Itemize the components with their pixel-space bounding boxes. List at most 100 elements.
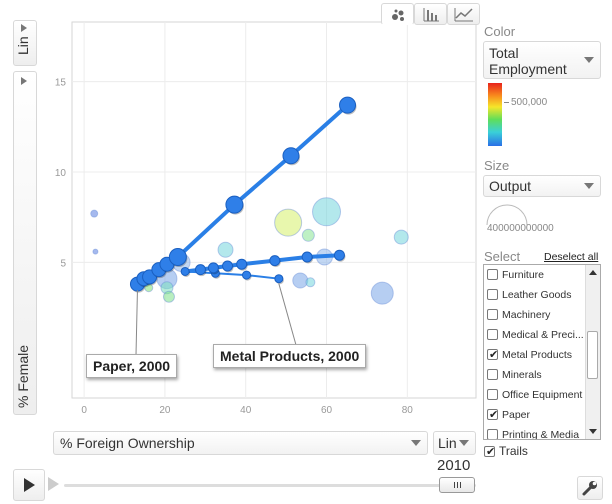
select-item-label: Paper (502, 409, 531, 421)
year-display: 2010 (437, 457, 471, 474)
annotation-paper[interactable]: Paper, 2000 (86, 354, 178, 378)
legend-tick (504, 102, 509, 103)
select-item-checkbox[interactable] (487, 369, 498, 380)
select-item[interactable]: Furniture (484, 266, 587, 286)
x-tick-label: 0 (81, 405, 87, 416)
size-legend-value: 400000000000 (487, 223, 554, 234)
bubble[interactable] (92, 248, 99, 255)
bubble[interactable] (305, 277, 316, 288)
select-item-label: Leather Goods (502, 289, 572, 301)
y-scale-label: Lin (15, 36, 31, 55)
trail-point[interactable] (242, 270, 252, 280)
select-item-checkbox[interactable]: ✔ (487, 349, 499, 361)
select-item[interactable]: ✔ Paper (484, 406, 587, 426)
line-view-tab[interactable] (447, 3, 480, 25)
bubble[interactable] (217, 241, 234, 258)
wrench-icon (582, 481, 597, 496)
select-item[interactable]: Leather Goods (484, 286, 587, 306)
trail-point[interactable] (207, 262, 219, 274)
select-title: Select (484, 249, 521, 264)
bubble[interactable] (162, 290, 175, 303)
trail-point[interactable] (222, 260, 234, 272)
settings-button[interactable] (577, 476, 603, 500)
deselect-all-link[interactable]: Deselect all (544, 251, 599, 263)
x-metric-label: % Foreign Ownership (60, 435, 195, 451)
trail-point[interactable] (301, 251, 313, 263)
size-selected-label: Output (489, 178, 532, 194)
bubble[interactable] (370, 281, 394, 305)
select-item[interactable]: ✔ Metal Products (484, 346, 587, 366)
bubble[interactable] (274, 208, 303, 237)
x-tick-label: 80 (402, 405, 414, 416)
trail-point[interactable] (168, 248, 187, 266)
x-scale-label: Lin (438, 435, 457, 451)
select-item-checkbox[interactable] (487, 269, 498, 280)
bubble[interactable] (393, 229, 409, 245)
select-item[interactable]: Machinery (484, 306, 587, 326)
time-slider-thumb[interactable] (439, 477, 475, 493)
x-metric-dropdown[interactable]: % Foreign Ownership (53, 431, 428, 455)
x-tick-label: 20 (159, 405, 171, 416)
scroll-up-icon[interactable] (589, 270, 597, 275)
select-item-label: Minerals (502, 369, 542, 381)
select-item-label: Metal Products (502, 349, 573, 361)
select-item-checkbox[interactable] (487, 289, 498, 300)
chevron-down-icon (584, 183, 594, 189)
chevron-down-icon (459, 440, 469, 446)
trail-point[interactable] (236, 258, 248, 270)
chevron-down-icon (584, 57, 594, 63)
x-scale-dropdown[interactable]: Lin (433, 431, 476, 455)
select-item-label: Office Equipment (502, 389, 583, 401)
select-item-checkbox[interactable] (487, 429, 498, 439)
bubble[interactable] (90, 209, 99, 218)
color-gradient-legend (488, 83, 502, 146)
select-list-scrollbar[interactable] (585, 265, 600, 439)
color-dropdown[interactable]: Total Employment (483, 41, 601, 79)
trail-point[interactable] (180, 266, 190, 276)
select-item-checkbox[interactable] (487, 329, 498, 340)
annotation-metal-products[interactable]: Metal Products, 2000 (213, 344, 367, 368)
y-metric-dropdown[interactable]: % Female (13, 71, 37, 415)
select-item-checkbox[interactable]: ✔ (487, 409, 499, 421)
select-item[interactable]: Medical & Preci... (484, 326, 587, 346)
select-item[interactable]: Office Equipment (484, 386, 587, 406)
speed-icon (48, 477, 59, 491)
bubble[interactable] (312, 197, 342, 227)
bubble[interactable] (301, 228, 315, 242)
bubble-view-tab[interactable] (381, 3, 414, 25)
select-list[interactable]: Furniture Leather Goods Machinery Medical &… (483, 264, 601, 440)
scroll-down-icon[interactable] (589, 429, 597, 434)
trail-point[interactable] (194, 264, 206, 276)
trail-point[interactable] (269, 255, 281, 267)
size-dropdown[interactable]: Output (483, 175, 601, 197)
select-item[interactable]: Minerals (484, 366, 587, 386)
select-item-label: Furniture (502, 269, 545, 281)
trail-point[interactable] (282, 147, 300, 165)
trails-label: Trails (499, 444, 528, 458)
select-item[interactable]: Printing & Media (484, 426, 587, 439)
trails-toggle[interactable]: ✔ Trails (483, 444, 563, 460)
select-item-checkbox[interactable] (487, 309, 498, 320)
plot-area (71, 21, 477, 399)
y-tick-label: 15 (55, 78, 67, 89)
bar-view-tab[interactable] (414, 3, 447, 25)
color-selected-label: Total Employment (489, 45, 567, 77)
trail-point[interactable] (333, 249, 345, 261)
time-slider-track[interactable] (64, 484, 476, 487)
bubble[interactable] (292, 272, 309, 289)
bubble-chart-icon (392, 9, 404, 21)
trail-point[interactable] (339, 96, 357, 114)
speed-control[interactable] (46, 474, 66, 494)
scrollbar-thumb[interactable] (587, 331, 598, 379)
color-legend-value: 500,000 (511, 97, 548, 108)
trails-checkbox[interactable]: ✔ (484, 446, 496, 458)
y-tick-label: 10 (55, 168, 67, 179)
select-item-checkbox[interactable] (487, 389, 498, 400)
trail-point[interactable] (274, 274, 284, 284)
y-scale-dropdown[interactable]: Lin (13, 20, 37, 66)
trail-point[interactable] (225, 195, 244, 214)
annotation-leader-metal-products (278, 283, 297, 346)
play-button[interactable] (13, 469, 45, 501)
axis-ticks: 0 20 40 60 80 5 10 15 (55, 78, 413, 416)
